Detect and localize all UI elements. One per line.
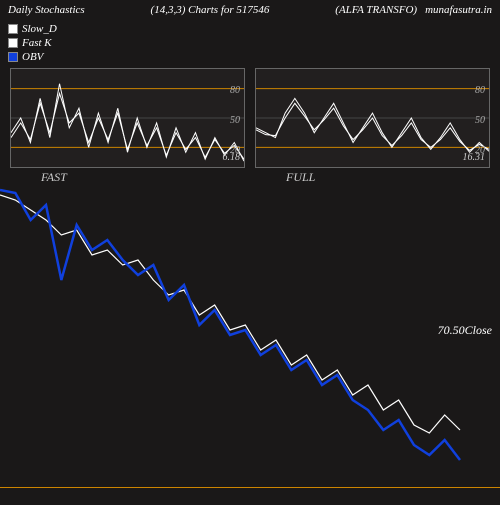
close-label: 70.50Close	[438, 323, 492, 338]
fast-value: 6.18	[223, 152, 241, 163]
legend: Slow_D Fast K OBV	[0, 20, 500, 66]
sub-panels: 80 50 20 6.18 FAST 80 50 20 16.31 FULL	[0, 68, 500, 168]
title: Daily Stochastics	[8, 4, 85, 16]
legend-fast-k: Fast K	[8, 36, 492, 50]
fast-label: FAST	[41, 170, 67, 185]
legend-obv: OBV	[8, 50, 492, 64]
full-value: 16.31	[463, 152, 486, 163]
orange-baseline	[0, 487, 500, 488]
main-chart-svg	[0, 185, 500, 500]
main-chart: 70.50Close	[0, 185, 500, 500]
legend-slow-d: Slow_D	[8, 22, 492, 36]
params: (14,3,3) Charts for 517546	[151, 4, 270, 16]
source: munafasutra.in	[425, 4, 492, 16]
swatch-obv	[8, 52, 18, 62]
symbol: (ALFA TRANSFO)	[335, 4, 417, 16]
panel-fast: 80 50 20 6.18 FAST	[10, 68, 245, 168]
full-label: FULL	[286, 170, 315, 185]
swatch-slow-d	[8, 24, 18, 34]
fast-chart-svg	[11, 69, 244, 167]
swatch-fast-k	[8, 38, 18, 48]
chart-header: Daily Stochastics (14,3,3) Charts for 51…	[0, 0, 500, 20]
panel-full: 80 50 20 16.31 FULL	[255, 68, 490, 168]
full-chart-svg	[256, 69, 489, 167]
